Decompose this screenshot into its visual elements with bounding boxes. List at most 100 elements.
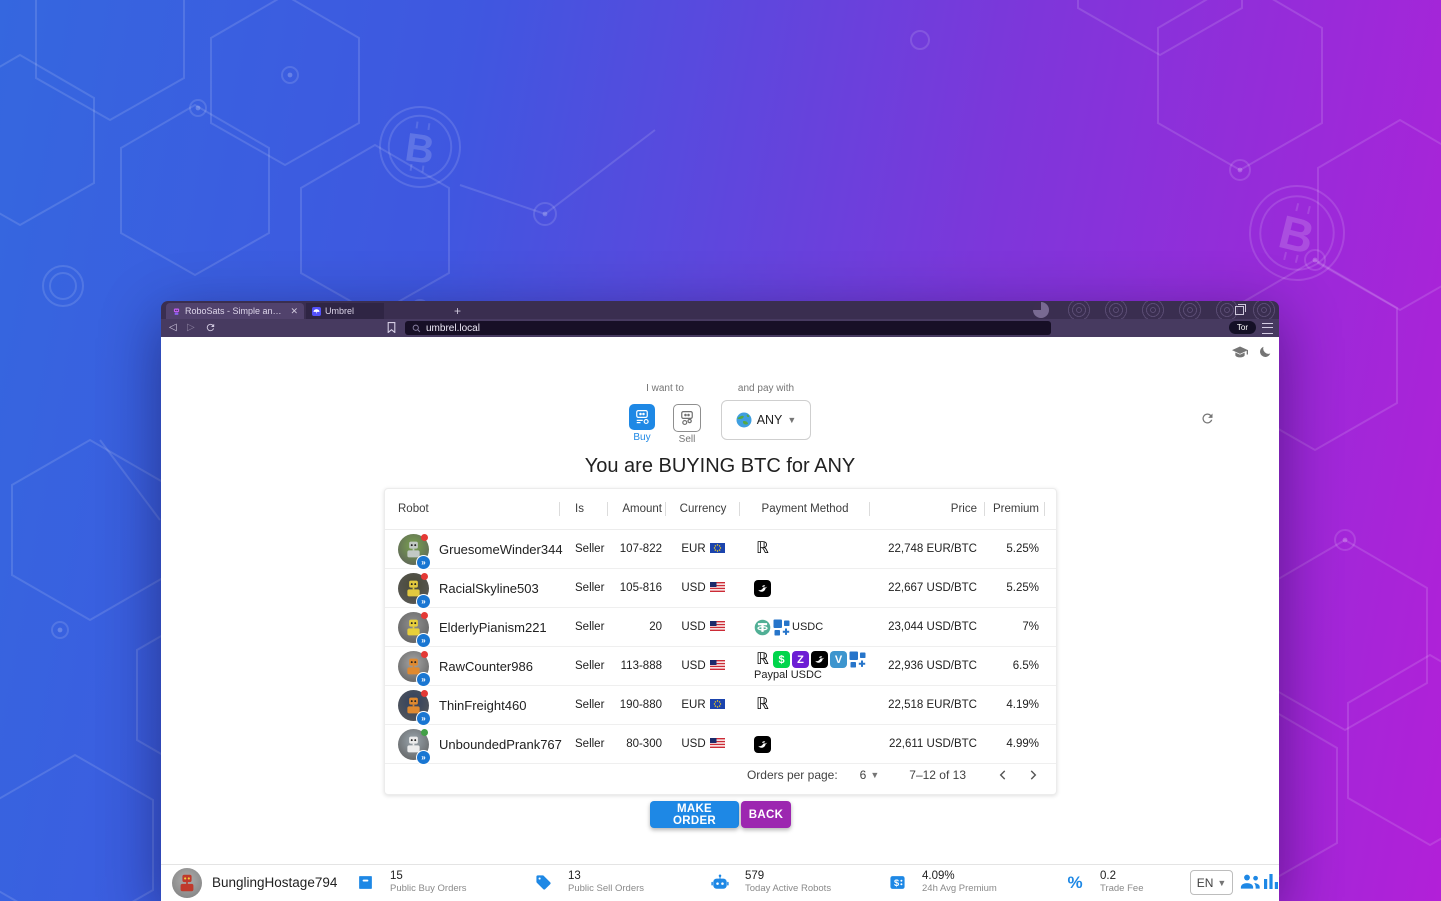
col-robot[interactable]: Robot bbox=[398, 489, 560, 529]
close-tab-icon[interactable]: ✕ bbox=[290, 305, 298, 316]
make-order-button[interactable]: MAKE ORDER bbox=[650, 801, 739, 828]
robot-cell: » UnboundedPrank767 bbox=[398, 728, 562, 765]
forward-icon[interactable]: ▷ bbox=[187, 322, 195, 333]
robot-avatar[interactable]: » bbox=[398, 650, 431, 687]
tab-title: RoboSats - Simple and Private Bit... bbox=[185, 306, 284, 316]
buy-robot-icon bbox=[636, 410, 649, 425]
svg-text:B: B bbox=[402, 125, 437, 173]
payment-methods bbox=[740, 579, 870, 597]
order-premium: 4.99% bbox=[1006, 738, 1039, 750]
currency-selected: ANY bbox=[756, 413, 783, 427]
table-pagination: Orders per page: 6 ▼ 7–12 of 13 bbox=[385, 755, 1056, 794]
col-amount[interactable]: Amount bbox=[608, 489, 666, 529]
robot-avatar[interactable]: » bbox=[398, 689, 431, 726]
tab-title: Umbrel bbox=[325, 306, 355, 316]
order-amount: 80-300 bbox=[626, 738, 662, 750]
currency-flag-icon bbox=[709, 581, 725, 595]
pagination-range: 7–12 of 13 bbox=[909, 767, 966, 782]
currency-dropdown[interactable]: ANY ▼ bbox=[721, 400, 811, 440]
table-row[interactable]: » RacialSkyline503 Seller 105-816 USD 22… bbox=[385, 569, 1056, 609]
url-bar[interactable]: umbrel.local bbox=[405, 321, 1051, 335]
order-amount: 105-816 bbox=[619, 582, 662, 594]
per-page-select[interactable]: 6 ▼ bbox=[860, 768, 880, 782]
fast-swap-badge: » bbox=[416, 710, 431, 726]
buy-label: Buy bbox=[633, 432, 651, 443]
table-row[interactable]: » GruesomeWinder344 Seller 107-822 EUR ℝ… bbox=[385, 530, 1056, 570]
robot-avatar[interactable]: » bbox=[398, 611, 431, 648]
robot-cell: » RawCounter986 bbox=[398, 650, 560, 687]
currency-code: EUR bbox=[681, 699, 706, 711]
menu-icon[interactable] bbox=[1262, 323, 1273, 334]
search-icon bbox=[412, 324, 421, 332]
robot-avatar[interactable]: » bbox=[398, 572, 431, 609]
stat-active-robots: 579 Today Active Robots bbox=[711, 870, 831, 894]
cashapp-icon: $ bbox=[773, 651, 790, 668]
exchange-summary-chart-icon[interactable] bbox=[1264, 874, 1278, 894]
robot-nickname: RacialSkyline503 bbox=[439, 580, 539, 596]
bookmark-icon[interactable] bbox=[387, 322, 396, 338]
col-payment[interactable]: Payment Method bbox=[740, 489, 870, 529]
robot-avatar[interactable]: » bbox=[398, 533, 431, 570]
dark-mode-moon-icon[interactable] bbox=[1258, 345, 1272, 364]
robot-cell: » ElderlyPianism221 bbox=[398, 611, 560, 648]
learn-graduation-cap-icon[interactable] bbox=[1232, 346, 1248, 364]
currency-code: USD bbox=[681, 738, 706, 750]
sell-robot-icon bbox=[681, 411, 693, 426]
status-dot bbox=[421, 650, 428, 658]
fast-swap-badge: » bbox=[416, 554, 431, 570]
back-icon[interactable]: ◁ bbox=[169, 322, 177, 333]
robot-cell: » ThinFreight460 bbox=[398, 689, 560, 726]
previous-page-icon[interactable] bbox=[992, 764, 1014, 786]
reload-icon[interactable] bbox=[205, 322, 216, 338]
percent-icon: % bbox=[1067, 872, 1083, 892]
order-premium: 7% bbox=[1022, 621, 1039, 633]
sell-label: Sell bbox=[678, 434, 696, 445]
currency-flag-icon bbox=[709, 659, 725, 673]
pay-with-label: and pay with bbox=[737, 383, 795, 394]
stat-public-buy-orders: 15 Public Buy Orders bbox=[356, 870, 467, 894]
table-row[interactable]: » RawCounter986 Seller 113-888 USD ℝ $ Z V P… bbox=[385, 647, 1056, 687]
sell-toggle-button[interactable] bbox=[673, 404, 701, 432]
refresh-book-icon[interactable] bbox=[1200, 411, 1215, 431]
table-row[interactable]: » ThinFreight460 Seller 190-880 EUR ℝ 22… bbox=[385, 686, 1056, 726]
buy-toggle-button[interactable] bbox=[629, 404, 655, 430]
community-people-icon[interactable] bbox=[1240, 874, 1261, 894]
tor-circuit-button[interactable]: Tor bbox=[1228, 321, 1256, 334]
stat-value: 579 bbox=[745, 870, 765, 882]
tab-robosats[interactable]: RoboSats - Simple and Private Bit... ✕ bbox=[166, 303, 304, 319]
page-title: You are BUYING BTC for ANY bbox=[584, 455, 856, 477]
col-is[interactable]: Is bbox=[560, 489, 608, 529]
order-type: Seller bbox=[575, 699, 605, 711]
robot-nickname: ElderlyPianism221 bbox=[439, 619, 547, 635]
payment-methods: ℝ bbox=[740, 697, 870, 714]
robot-avatar[interactable]: » bbox=[398, 728, 431, 765]
col-currency[interactable]: Currency bbox=[666, 489, 740, 529]
want-label: I want to bbox=[646, 383, 684, 394]
order-currency: USD bbox=[666, 620, 740, 634]
currency-code: USD bbox=[681, 582, 706, 594]
next-page-icon[interactable] bbox=[1022, 764, 1044, 786]
stat-value: 13 bbox=[568, 870, 581, 882]
usdc-squares-icon bbox=[849, 651, 866, 668]
col-price[interactable]: Price bbox=[870, 489, 985, 529]
back-button[interactable]: BACK bbox=[741, 801, 791, 828]
stat-public-sell-orders: 13 Public Sell Orders bbox=[534, 870, 644, 894]
order-type: Seller bbox=[575, 543, 605, 555]
new-tab-button[interactable]: + bbox=[454, 304, 462, 318]
user-avatar[interactable] bbox=[172, 868, 202, 898]
tab-umbrel[interactable]: Umbrel bbox=[306, 303, 384, 319]
fast-swap-badge: » bbox=[416, 671, 431, 687]
language-select[interactable]: EN ▼ bbox=[1190, 870, 1233, 895]
status-dot bbox=[421, 533, 428, 541]
col-premium[interactable]: Premium bbox=[985, 489, 1045, 529]
stat-label: Public Buy Orders bbox=[390, 883, 467, 894]
table-row[interactable]: » UnboundedPrank767 Seller 80-300 USD 22… bbox=[385, 725, 1056, 765]
order-premium: 6.5% bbox=[1012, 660, 1039, 672]
order-type: Seller bbox=[575, 621, 605, 633]
table-row[interactable]: » ElderlyPianism221 Seller 20 USD USDC 2… bbox=[385, 608, 1056, 648]
restore-window-icon[interactable] bbox=[1235, 304, 1246, 315]
order-price: 22,611 USD/BTC bbox=[889, 738, 977, 750]
robot-cell: » RacialSkyline503 bbox=[398, 572, 560, 609]
titlebar-onion-art bbox=[1061, 301, 1279, 319]
globe-icon bbox=[736, 412, 752, 428]
